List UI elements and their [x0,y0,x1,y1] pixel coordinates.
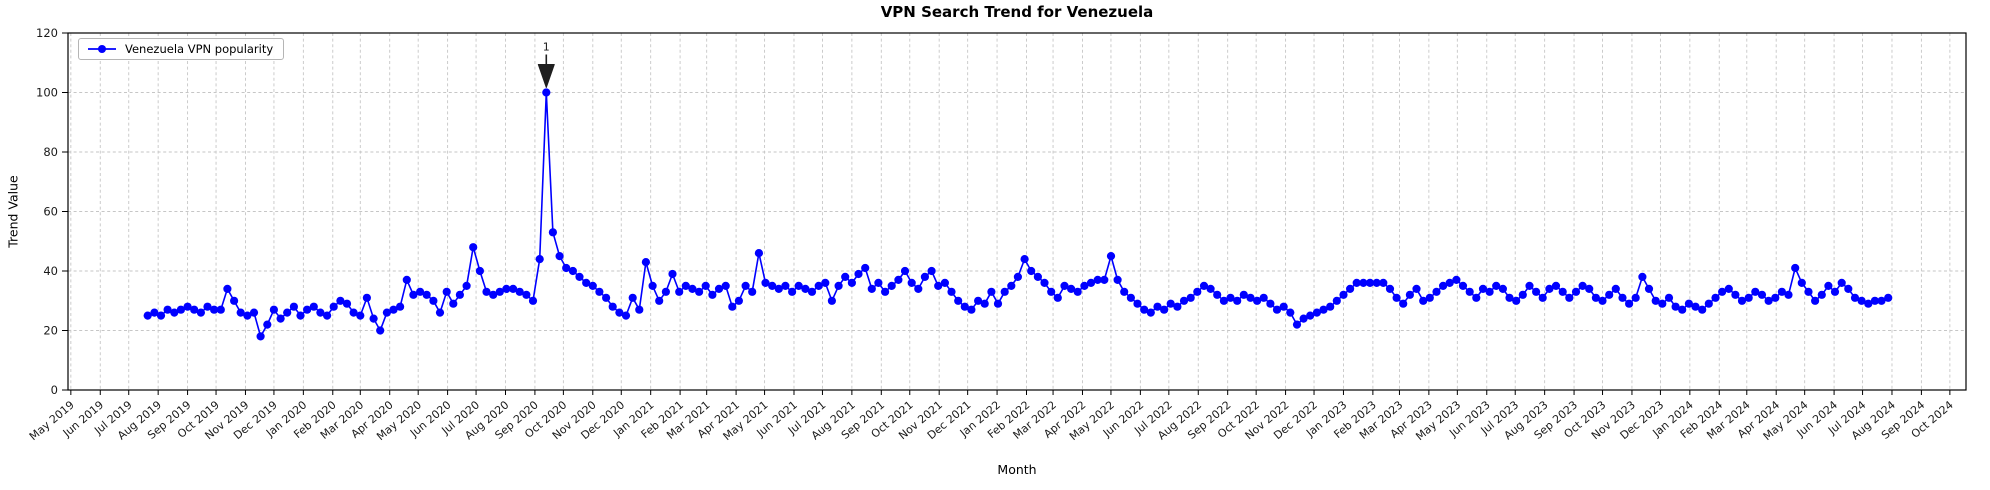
y-axis: 0 20 40 60 80 100 120 [36,26,68,397]
data-line [147,92,1889,339]
legend-label: Venezuela VPN popularity [125,42,274,56]
peak-annotation: 1 [537,41,555,88]
legend-line-marker-icon [88,45,116,53]
svg-text:40: 40 [43,264,58,278]
svg-text:1: 1 [543,41,550,54]
svg-text:120: 120 [36,26,58,40]
svg-text:0: 0 [51,383,58,397]
svg-text:100: 100 [36,86,58,100]
y-axis-label: Trend Value [5,175,21,248]
chart-title: VPN Search Trend for Venezuela [880,3,1154,21]
data-points [143,88,1893,341]
svg-text:80: 80 [43,145,58,159]
svg-text:20: 20 [43,324,58,338]
grid-lines [68,32,1966,390]
svg-text:60: 60 [43,205,58,219]
x-axis-label: Month [997,462,1037,477]
legend: Venezuela VPN popularity [78,38,285,60]
